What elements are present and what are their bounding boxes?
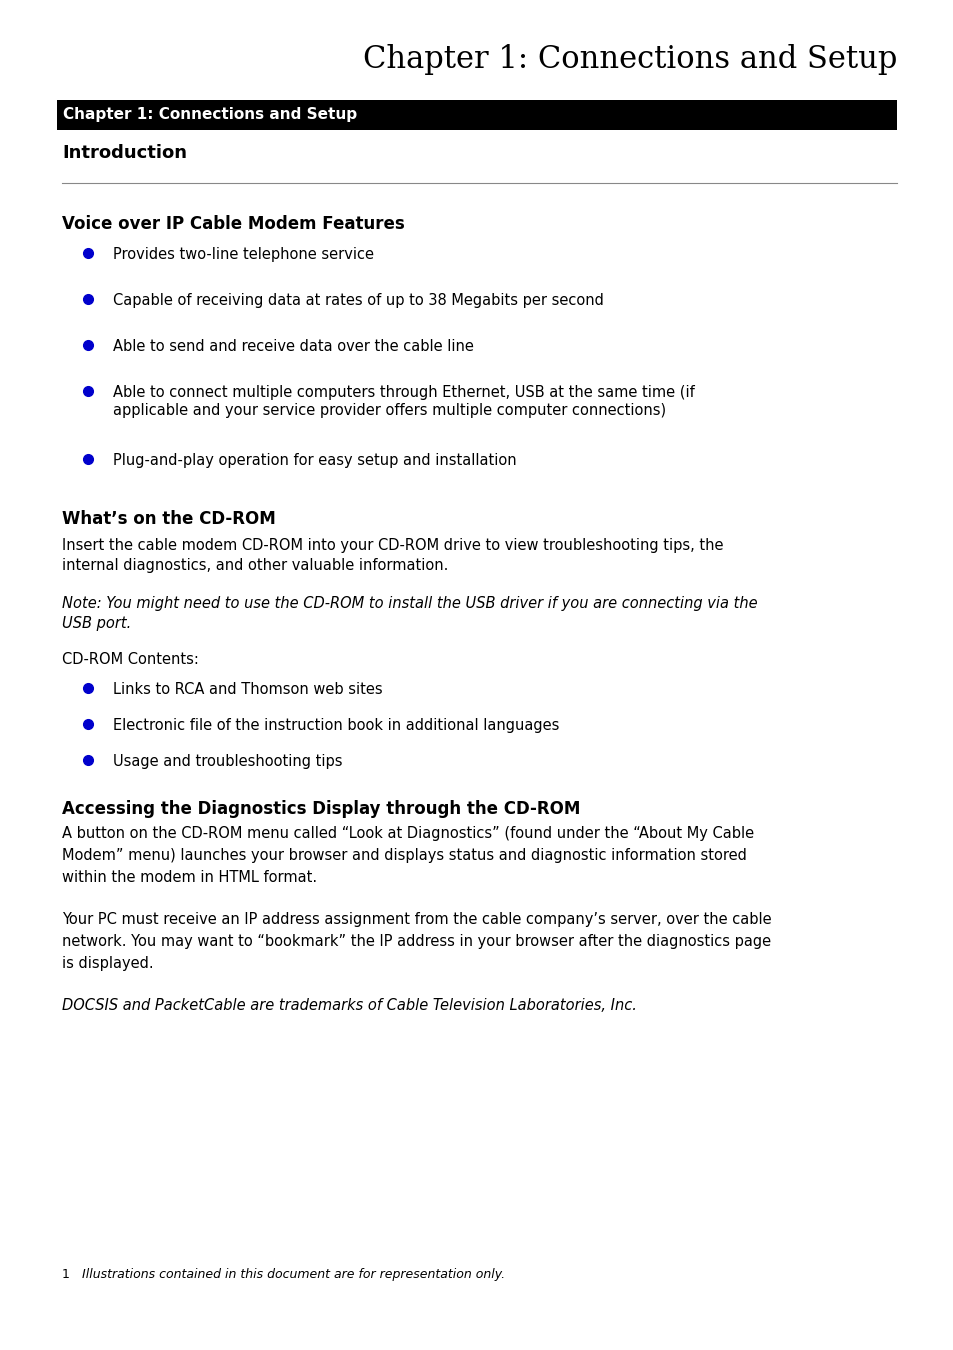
Text: Voice over IP Cable Modem Features: Voice over IP Cable Modem Features bbox=[62, 215, 404, 234]
Text: Links to RCA and Thomson web sites: Links to RCA and Thomson web sites bbox=[112, 682, 382, 697]
Text: Insert the cable modem CD-ROM into your CD-ROM drive to view troubleshooting tip: Insert the cable modem CD-ROM into your … bbox=[62, 539, 722, 553]
Text: Plug-and-play operation for easy setup and installation: Plug-and-play operation for easy setup a… bbox=[112, 454, 517, 468]
Text: What’s on the CD-ROM: What’s on the CD-ROM bbox=[62, 510, 275, 528]
Text: Chapter 1: Connections and Setup: Chapter 1: Connections and Setup bbox=[362, 45, 896, 76]
Text: USB port.: USB port. bbox=[62, 616, 132, 630]
Text: Introduction: Introduction bbox=[62, 144, 187, 162]
Text: Provides two-line telephone service: Provides two-line telephone service bbox=[112, 247, 374, 262]
Bar bbox=[57, 100, 896, 130]
Text: 1: 1 bbox=[62, 1268, 70, 1281]
Text: internal diagnostics, and other valuable information.: internal diagnostics, and other valuable… bbox=[62, 558, 448, 572]
Text: Note: You might need to use the CD-ROM to install the USB driver if you are conn: Note: You might need to use the CD-ROM t… bbox=[62, 595, 757, 612]
Text: Capable of receiving data at rates of up to 38 Megabits per second: Capable of receiving data at rates of up… bbox=[112, 293, 603, 308]
Text: is displayed.: is displayed. bbox=[62, 956, 153, 971]
Text: Chapter 1: Connections and Setup: Chapter 1: Connections and Setup bbox=[63, 108, 356, 123]
Text: Your PC must receive an IP address assignment from the cable company’s server, o: Your PC must receive an IP address assig… bbox=[62, 913, 771, 927]
Text: Electronic file of the instruction book in additional languages: Electronic file of the instruction book … bbox=[112, 718, 558, 733]
Text: DOCSIS and PacketCable are trademarks of Cable Television Laboratories, Inc.: DOCSIS and PacketCable are trademarks of… bbox=[62, 998, 637, 1012]
Text: applicable and your service provider offers multiple computer connections): applicable and your service provider off… bbox=[112, 404, 665, 418]
Text: Able to send and receive data over the cable line: Able to send and receive data over the c… bbox=[112, 339, 474, 354]
Text: Modem” menu) launches your browser and displays status and diagnostic informatio: Modem” menu) launches your browser and d… bbox=[62, 848, 746, 863]
Text: A button on the CD-ROM menu called “Look at Diagnostics” (found under the “About: A button on the CD-ROM menu called “Look… bbox=[62, 826, 753, 841]
Text: Able to connect multiple computers through Ethernet, USB at the same time (if: Able to connect multiple computers throu… bbox=[112, 385, 694, 400]
Text: CD-ROM Contents:: CD-ROM Contents: bbox=[62, 652, 198, 667]
Text: Usage and troubleshooting tips: Usage and troubleshooting tips bbox=[112, 755, 342, 770]
Text: network. You may want to “bookmark” the IP address in your browser after the dia: network. You may want to “bookmark” the … bbox=[62, 934, 770, 949]
Text: Illustrations contained in this document are for representation only.: Illustrations contained in this document… bbox=[82, 1268, 504, 1281]
Text: within the modem in HTML format.: within the modem in HTML format. bbox=[62, 869, 316, 886]
Text: Accessing the Diagnostics Display through the CD-ROM: Accessing the Diagnostics Display throug… bbox=[62, 801, 579, 818]
